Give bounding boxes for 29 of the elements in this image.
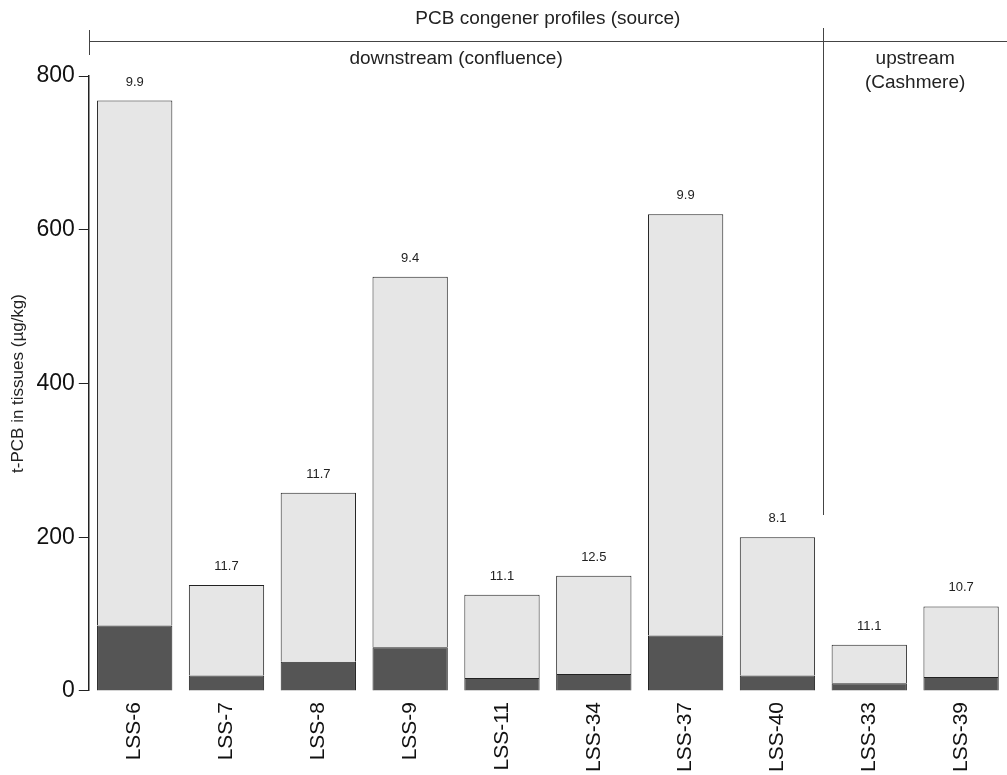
annotation: 11.7 xyxy=(306,465,331,481)
x-tick-label: LSS-34 xyxy=(580,701,604,772)
x-tick-label: LSS-33 xyxy=(856,701,880,772)
text: downstream (confluence) xyxy=(348,46,564,70)
x-tick-label: LSS-7 xyxy=(213,701,237,761)
x-tick-label: LSS-8 xyxy=(305,701,329,761)
annotation: 12.5 xyxy=(581,548,607,564)
annotation: 11.7 xyxy=(214,557,239,573)
annotation: 9.4 xyxy=(401,249,420,265)
annotation: upstream (Cashmere) xyxy=(864,46,967,94)
x-tick-label: LSS-37 xyxy=(672,701,696,772)
y-tick-label: 0 xyxy=(61,676,75,703)
y-tick-label: 600 xyxy=(36,215,75,242)
annotation: 11.1 xyxy=(489,567,515,583)
annotation: 11.1 xyxy=(857,617,882,633)
x-tick-label: LSS-11 xyxy=(488,701,512,771)
x-tick-label: LSS-6 xyxy=(121,701,145,761)
annotation: 8.1 xyxy=(768,510,787,526)
annotation: 9.9 xyxy=(125,73,144,89)
annotation: 9.9 xyxy=(676,187,695,203)
y-tick-label: 400 xyxy=(36,368,75,395)
y-tick-label: 800 xyxy=(36,61,75,88)
x-tick-label: LSS-39 xyxy=(947,701,971,772)
y-tick-label: 200 xyxy=(36,522,75,549)
y-axis-title: t-PCB in tissues (µg/kg) xyxy=(7,294,27,473)
x-tick-label: LSS-40 xyxy=(764,701,788,772)
chart-title: PCB congener profiles (source) xyxy=(414,6,682,30)
annotation: 10.7 xyxy=(948,579,974,595)
x-tick-label: LSS-9 xyxy=(396,701,420,761)
